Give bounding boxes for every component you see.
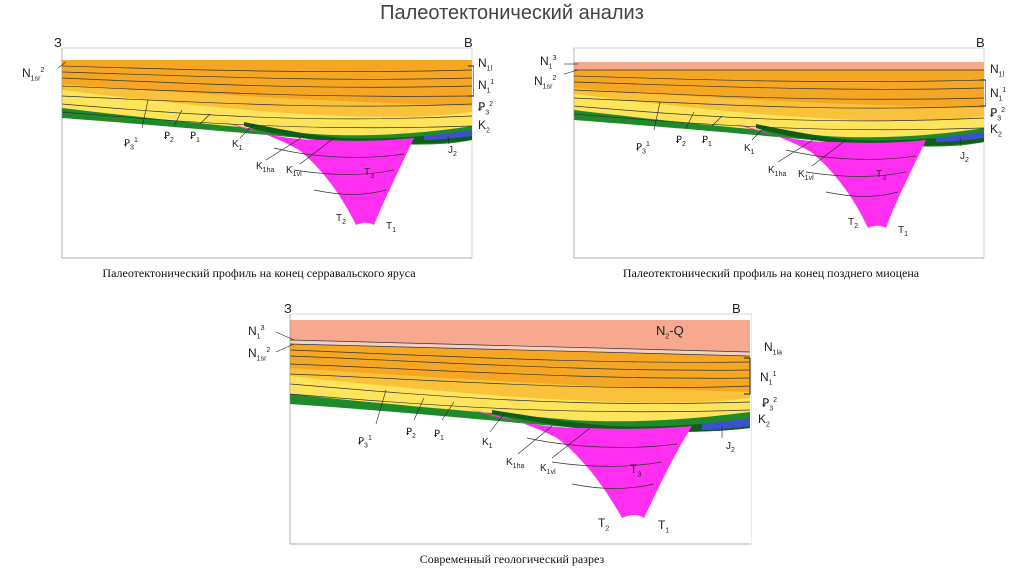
unit-label-p3-2: Ꝑ32	[478, 100, 494, 117]
unit-label-p3-1: Ꝑ31	[358, 435, 372, 450]
unit-label-p2: Ꝑ2	[406, 427, 416, 441]
unit-label-n1sr: N1sr2	[22, 66, 45, 83]
unit-label-p1: Ꝑ1	[434, 429, 444, 443]
unit-label-k1vl: K1vl	[798, 169, 814, 183]
unit-label-p2: Ꝑ2	[164, 131, 174, 145]
unit-label-k2: K2	[990, 122, 1002, 139]
unit-label-n1-1: N11	[990, 86, 1007, 103]
west-end-label: З	[284, 301, 292, 316]
unit-label-j2: J2	[960, 151, 969, 165]
cross-section-diagram	[57, 47, 474, 259]
unit-label-n1sr: N1sr2	[248, 346, 271, 363]
unit-label-n1sr: N1sr2	[534, 74, 557, 91]
unit-label-p1: Ꝑ1	[702, 135, 712, 149]
unit-label-t1: T1	[898, 225, 909, 239]
unit-label-n1l: N1l	[478, 56, 493, 73]
unit-label-p3-2: Ꝑ32	[762, 396, 778, 413]
profile-panel-serravallian: З В N1sr2 N1l N11 Ꝑ32 K2 Ꝑ31 Ꝑ2 Ꝑ1 K1 K1…	[22, 35, 494, 265]
unit-label-k1vl: K1vl	[540, 463, 556, 477]
unit-label-j2: J2	[726, 441, 735, 455]
unit-label-k2: K2	[758, 412, 770, 429]
unit-label-n1-3: N13	[540, 54, 557, 71]
unit-label-t2: T2	[848, 217, 859, 231]
unit-label-k2: K2	[478, 118, 490, 135]
profile-panel-late-miocene: В N13 N1sr2 N1l N11 Ꝑ32 K2 Ꝑ31 Ꝑ2 Ꝑ1 K1 …	[534, 35, 1006, 265]
unit-label-t1: T1	[658, 518, 670, 535]
unit-label-n1la: N1la	[764, 340, 783, 357]
unit-label-t2: T2	[336, 213, 347, 227]
unit-label-k1ha: K1ha	[256, 161, 275, 175]
unit-label-t3: T3	[876, 169, 887, 183]
caption-late-miocene: Палеотектонический профиль на конец позд…	[622, 266, 920, 280]
cross-section-diagram	[275, 313, 752, 545]
unit-label-p1: Ꝑ1	[190, 131, 200, 145]
unit-label-t2: T2	[598, 516, 610, 533]
unit-label-p3-1: Ꝑ31	[636, 141, 650, 156]
unit-label-j2: J2	[448, 145, 457, 159]
caption-serravallian: Палеотектонический профиль на конец серр…	[102, 266, 416, 280]
unit-label-n1-1: N11	[478, 78, 495, 95]
unit-label-t3: T3	[364, 167, 375, 181]
unit-label-k1: K1	[482, 437, 493, 451]
unit-label-p3-1: Ꝑ31	[124, 137, 138, 152]
east-end-label: В	[976, 35, 985, 50]
unit-label-n1-3: N13	[248, 324, 265, 341]
unit-label-n2-q: N2-Q	[656, 323, 684, 341]
page-title: Палеотектонический анализ	[380, 2, 644, 24]
unit-label-t3: T3	[630, 462, 642, 479]
unit-label-n1-1: N11	[760, 370, 777, 387]
east-end-label: В	[732, 301, 741, 316]
unit-label-n1l: N1l	[990, 62, 1005, 79]
unit-label-k1ha: K1ha	[506, 457, 525, 471]
unit-label-t1: T1	[386, 221, 397, 235]
east-end-label: В	[464, 35, 473, 50]
profile-panel-modern: З В N2-Q N13 N1sr2 N1la N11 Ꝑ32 K2 Ꝑ31 Ꝑ…	[248, 301, 782, 550]
unit-label-p2: Ꝑ2	[676, 135, 686, 149]
caption-modern: Современный геологический разрез	[419, 552, 605, 566]
unit-label-p3-2: Ꝑ32	[990, 106, 1006, 123]
unit-label-k1ha: K1ha	[768, 165, 787, 179]
west-end-label: З	[54, 35, 62, 50]
unit-label-k1: K1	[232, 139, 243, 153]
unit-label-k1: K1	[744, 143, 755, 157]
cross-section-diagram	[563, 47, 986, 259]
unit-label-k1vl: K1vl	[286, 165, 302, 179]
